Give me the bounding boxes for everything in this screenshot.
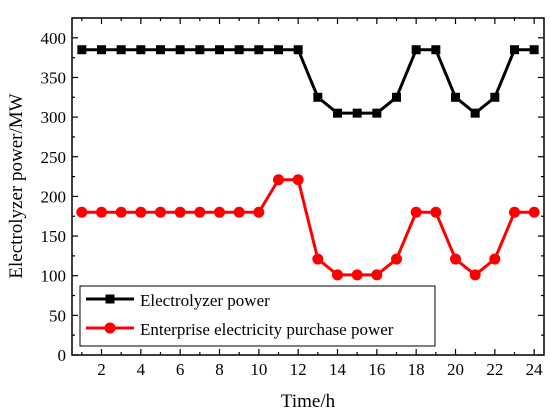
data-point [333,108,342,118]
data-point [115,206,127,218]
data-point [490,92,500,102]
y-axis-title: Electrolyzer power/MW [6,93,27,278]
data-point [332,269,343,281]
legend-swatches [86,294,134,334]
data-point [273,174,284,186]
data-point [155,206,166,218]
axis-ticks [72,17,544,356]
data-point [116,45,126,55]
data-point [469,269,481,281]
data-point [451,92,460,102]
data-point [175,45,185,55]
x-tick-labels: 2 4 6 8 10 12 14 16 18 20 22 24 [97,360,543,379]
series-line [81,178,535,277]
legend-box [79,285,436,347]
x-tick-label: 2 [97,360,106,379]
x-tick-label: 6 [176,360,185,379]
data-point [470,108,480,118]
data-point [135,206,147,218]
x-tick-label: 14 [329,360,347,379]
x-tick-label: 24 [526,360,544,379]
x-tick-label: 20 [447,360,464,379]
series-layer [76,45,540,281]
y-tick-label: 100 [41,267,67,286]
series-1 [76,174,540,281]
legend: Electrolyzer power Enterprise electricit… [79,285,436,347]
data-point [293,45,303,55]
data-point [77,45,87,55]
data-point [292,174,304,186]
data-point [392,92,401,102]
data-point [372,108,382,118]
data-point [253,206,265,218]
data-point [76,206,88,218]
data-point [352,108,362,118]
data-point [234,45,244,55]
data-point [391,253,402,265]
x-tick-label: 4 [137,360,146,379]
y-tick-label: 50 [49,306,66,325]
y-tick-label: 250 [41,148,67,167]
data-point [136,45,146,55]
data-point [194,206,206,218]
x-tick-label: 10 [250,360,267,379]
data-point [215,45,224,55]
data-point [96,206,107,218]
data-point [274,45,283,55]
y-tick-label: 350 [41,68,67,87]
x-tick-label: 22 [486,360,503,379]
legend-swatch-marker [104,322,116,334]
data-point [410,206,422,218]
y-tick-label: 300 [41,108,67,127]
data-point [430,206,442,218]
data-point [411,45,421,55]
series-0 [77,45,539,118]
y-tick-label: 0 [58,346,67,365]
data-point [509,206,520,218]
data-point [195,45,205,55]
data-point [528,206,540,218]
legend-label-purchase: Enterprise electricity purchase power [140,320,394,339]
data-point [510,45,519,55]
y-tick-label: 200 [41,187,67,206]
data-point [312,253,324,265]
data-point [254,45,264,55]
legend-swatch-marker [105,294,115,304]
data-point [97,45,106,55]
x-tick-label: 12 [290,360,307,379]
data-point [214,206,225,218]
data-point [529,45,539,55]
data-point [351,269,363,281]
data-point [313,92,323,102]
data-point [156,45,165,55]
data-point [450,253,461,265]
y-tick-label: 150 [41,227,67,246]
data-point [489,253,501,265]
data-point [431,45,441,55]
x-tick-label: 16 [368,360,385,379]
data-point [174,206,186,218]
y-tick-labels: 0 50 100 150 200 250 300 350 400 [41,29,67,365]
series-line [81,48,535,116]
plot-frame [71,17,545,356]
y-tick-label: 400 [41,29,67,48]
data-point [233,206,245,218]
legend-label-electrolyzer: Electrolyzer power [140,291,270,310]
x-axis-title: Time/h [281,391,336,412]
x-tick-label: 18 [408,360,425,379]
x-tick-label: 8 [215,360,224,379]
data-point [371,269,383,281]
